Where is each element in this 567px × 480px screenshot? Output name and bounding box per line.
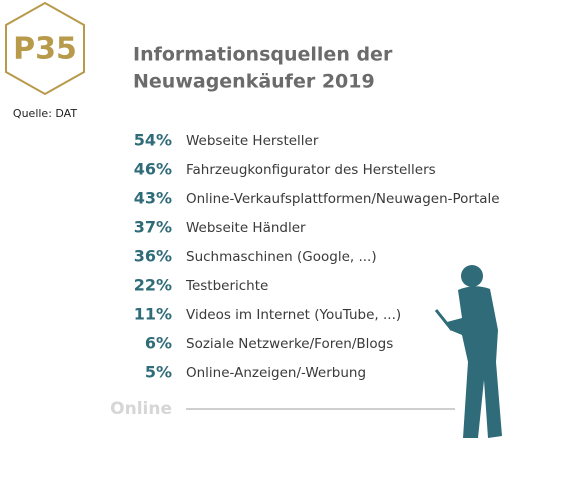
title-line: Informationsquellen der (133, 44, 393, 66)
person-silhouette (434, 265, 502, 438)
item-label: Webseite Händler (186, 220, 306, 236)
item-list: 54% Webseite Hersteller 46% Fahrzeugkonfigu… (134, 131, 500, 382)
item-label: Webseite Hersteller (186, 133, 319, 149)
item-label: Suchmaschinen (Google, ...) (186, 249, 377, 265)
source: Quelle: DAT (13, 107, 77, 120)
title-line: Neuwagenkäufer 2019 (133, 71, 375, 93)
item-value: 5% (145, 363, 172, 382)
item-label: Soziale Netzwerke/Foren/Blogs (186, 336, 393, 352)
item-value: 46% (134, 160, 172, 179)
item-label: Fahrzeugkonfigurator des Herstellers (186, 162, 436, 178)
item-value: 22% (134, 276, 172, 295)
item-value: 6% (145, 334, 172, 353)
item-label: Online-Verkaufsplattformen/Neuwagen-Port… (186, 191, 500, 207)
footer-label: Online (110, 399, 172, 419)
badge-hexagon (5, 1, 85, 96)
item-value: 11% (134, 305, 172, 324)
item-label: Online-Anzeigen/-Werbung (186, 365, 366, 381)
item-value: 36% (134, 247, 172, 266)
badge-label: P35 (13, 32, 77, 67)
item-label: Videos im Internet (YouTube, ...) (186, 307, 401, 323)
item-value: 37% (134, 218, 172, 237)
item-value: 54% (134, 131, 172, 150)
item-label: Testberichte (185, 278, 268, 294)
item-value: 43% (134, 189, 172, 208)
